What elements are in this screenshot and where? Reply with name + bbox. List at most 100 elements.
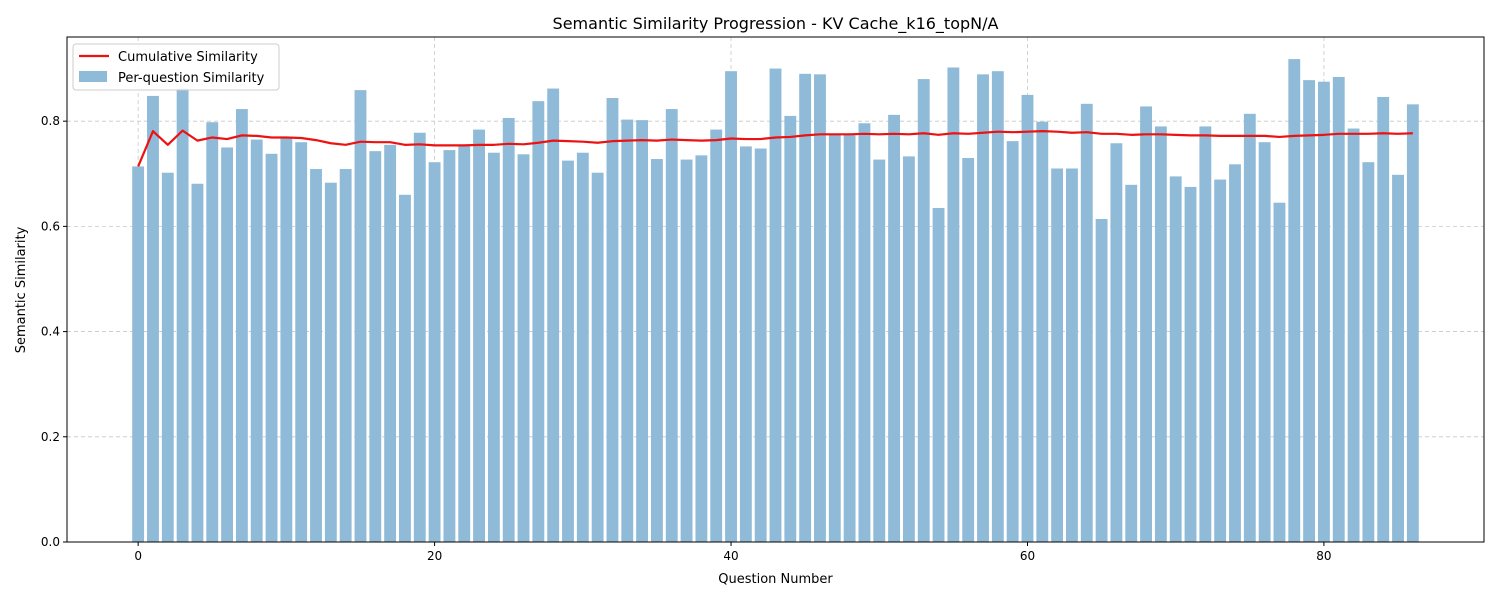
bar-question-64: [1080, 103, 1093, 543]
bar-question-51: [888, 114, 901, 543]
bar-question-30: [576, 152, 589, 542]
bar-question-25: [502, 118, 515, 543]
bar-question-11: [295, 142, 308, 543]
legend-per-question-swatch: [79, 71, 107, 82]
bar-question-6: [221, 147, 234, 542]
bar-question-50: [873, 159, 886, 543]
bar-question-38: [695, 155, 708, 542]
bar-question-4: [191, 183, 204, 542]
bar-question-40: [725, 71, 737, 542]
bar-question-53: [917, 79, 930, 542]
x-tick-label: 0: [134, 549, 142, 563]
bar-question-35: [650, 159, 663, 542]
legend-per-question-label: Per-question Similarity: [118, 71, 265, 86]
bar-question-60: [1021, 94, 1034, 542]
bar-question-80: [1317, 81, 1330, 543]
bar-question-27: [532, 101, 545, 542]
bar-question-44: [784, 115, 797, 542]
cumulative-similarity-line: [137, 129, 1413, 167]
bar-question-71: [1184, 186, 1197, 542]
bar-question-58: [991, 71, 1004, 542]
bar-question-16: [369, 151, 382, 542]
bar-question-15: [354, 90, 367, 542]
bar-question-66: [1110, 143, 1123, 542]
bar-question-12: [310, 169, 322, 543]
bar-question-67: [1125, 184, 1138, 543]
bar-question-10: [280, 138, 293, 542]
y-tick-label: 0.2: [41, 430, 60, 444]
bar-question-9: [265, 153, 278, 542]
y-tick-label: 0.4: [41, 325, 60, 339]
bar-question-26: [517, 154, 530, 542]
y-tick-label: 0.6: [41, 219, 60, 233]
bar-question-46: [814, 74, 826, 542]
bar-question-73: [1214, 179, 1227, 542]
bar-question-0: [132, 166, 145, 542]
bar-question-8: [250, 139, 263, 542]
bar-question-83: [1362, 162, 1375, 542]
bar-question-1: [147, 95, 159, 543]
bar-question-72: [1199, 126, 1212, 542]
bar-question-33: [621, 119, 634, 543]
bars: [132, 59, 1419, 543]
bar-question-20: [428, 162, 441, 542]
bar-question-32: [606, 98, 619, 542]
bar-question-2: [161, 172, 174, 542]
bar-question-31: [591, 172, 604, 542]
bar-question-59: [1006, 141, 1019, 542]
bar-question-62: [1051, 168, 1064, 542]
bar-question-70: [1169, 176, 1182, 542]
x-tick-label: 20: [427, 549, 442, 563]
bar-question-55: [947, 67, 960, 543]
y-tick-label: 0.0: [41, 535, 60, 549]
bar-question-82: [1347, 128, 1360, 542]
bar-question-7: [235, 109, 248, 542]
bar-question-29: [562, 160, 574, 542]
bar-question-14: [339, 169, 352, 543]
bar-question-77: [1273, 202, 1286, 542]
ticks: 0 20 40 60 80 0.0 0.2 0.4 0.6 0.8: [41, 114, 1332, 563]
bar-question-43: [769, 68, 782, 542]
bar-question-84: [1377, 96, 1390, 542]
bar-question-21: [443, 150, 456, 543]
legend-cumulative-label: Cumulative Similarity: [118, 50, 258, 65]
bar-question-54: [932, 207, 945, 542]
bar-question-74: [1229, 164, 1241, 543]
bar-question-39: [710, 129, 723, 543]
bar-question-13: [324, 182, 337, 542]
bar-question-65: [1095, 219, 1108, 542]
bar-question-41: [739, 146, 752, 542]
y-axis-label: Semantic Similarity: [14, 226, 29, 353]
bar-question-79: [1303, 80, 1316, 543]
bar-question-42: [754, 148, 767, 543]
bar-question-57: [977, 74, 989, 542]
bar-question-61: [1036, 121, 1049, 542]
bar-question-28: [547, 88, 560, 542]
bar-question-75: [1243, 113, 1256, 542]
bar-question-68: [1140, 106, 1152, 542]
bar-question-36: [665, 109, 678, 542]
bar-question-5: [206, 122, 219, 542]
x-axis-label: Question Number: [718, 572, 833, 587]
axes: [66, 36, 1485, 543]
bar-question-18: [399, 194, 411, 542]
bar-question-3: [176, 88, 189, 542]
bar-question-37: [680, 159, 693, 543]
bar-question-49: [858, 123, 871, 542]
bar-question-78: [1288, 59, 1301, 542]
chart-title: Semantic Similarity Progression - KV Cac…: [553, 14, 999, 34]
bar-question-56: [962, 157, 975, 543]
bar-question-81: [1332, 76, 1345, 543]
bar-question-22: [458, 144, 471, 542]
bar-question-34: [636, 120, 649, 542]
bar-question-48: [843, 133, 856, 542]
bar-question-63: [1066, 168, 1078, 542]
bar-question-69: [1154, 126, 1167, 542]
bar-question-86: [1406, 104, 1419, 542]
y-tick-label: 0.8: [41, 114, 60, 128]
x-tick-label: 60: [1020, 549, 1035, 563]
bar-question-76: [1258, 142, 1271, 543]
bar-question-52: [902, 156, 915, 543]
